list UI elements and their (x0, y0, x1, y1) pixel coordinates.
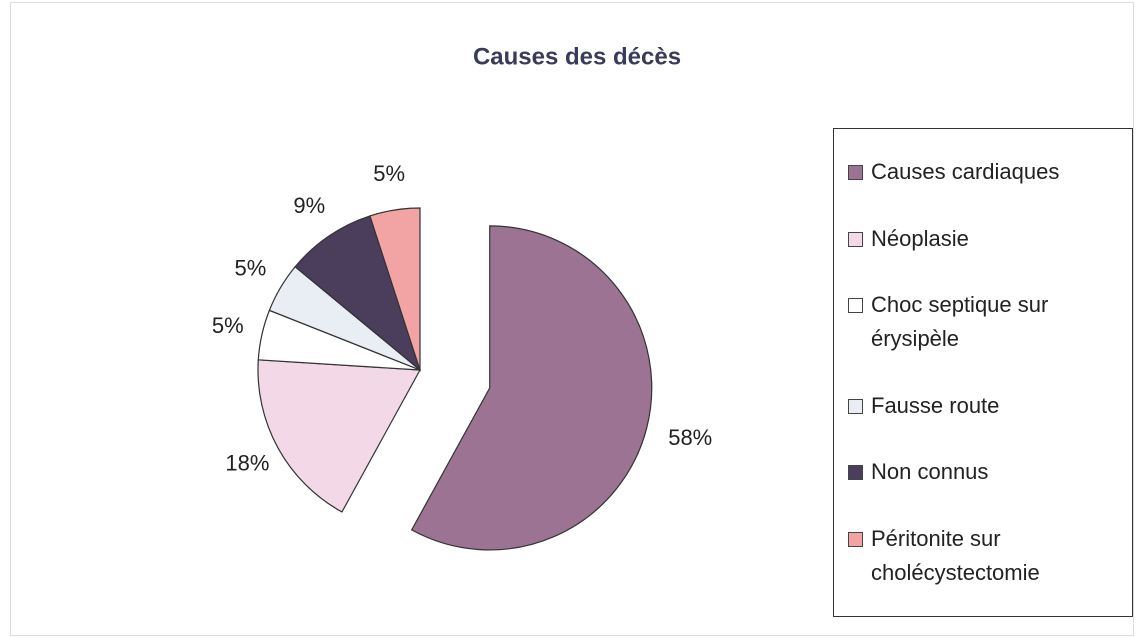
pie-slice (294, 215, 422, 372)
data-label: 5% (373, 161, 405, 186)
legend-item: Péritonite sur cholécystectomie (848, 522, 1128, 590)
data-label: 5% (235, 256, 267, 281)
legend-item: Causes cardiaques (848, 155, 1128, 189)
legend-label: Non connus (871, 459, 989, 485)
legend-item: Choc septique sur érysipèle (848, 288, 1128, 356)
pie-slice (257, 359, 421, 513)
legend-item: Fausse route (848, 389, 1128, 423)
legend: Causes cardiaques Néoplasie Choc septique … (833, 128, 1133, 617)
legend-item: Néoplasie (848, 222, 1128, 256)
pie-slice (410, 225, 653, 551)
legend-item: Non connus (848, 455, 1128, 489)
legend-swatch (848, 165, 863, 181)
legend-swatch (848, 531, 863, 547)
legend-label: Péritonite sur cholécystectomie (871, 525, 1040, 585)
legend-swatch (848, 398, 863, 414)
legend-label: Néoplasie (871, 225, 969, 251)
legend-label: Fausse route (871, 392, 1000, 418)
legend-swatch (848, 465, 863, 481)
legend-swatch (848, 231, 863, 247)
data-label: 18% (225, 451, 269, 476)
legend-label: Causes cardiaques (871, 159, 1060, 185)
data-label: 9% (293, 193, 325, 218)
data-label: 5% (212, 313, 244, 338)
pie-slice (369, 207, 421, 371)
legend-swatch (848, 298, 863, 314)
chart-title: Causes des décès (473, 43, 681, 70)
chart-frame (10, 2, 1134, 636)
data-label: 58% (668, 425, 712, 450)
legend-label: Choc septique sur érysipèle (871, 292, 1049, 352)
